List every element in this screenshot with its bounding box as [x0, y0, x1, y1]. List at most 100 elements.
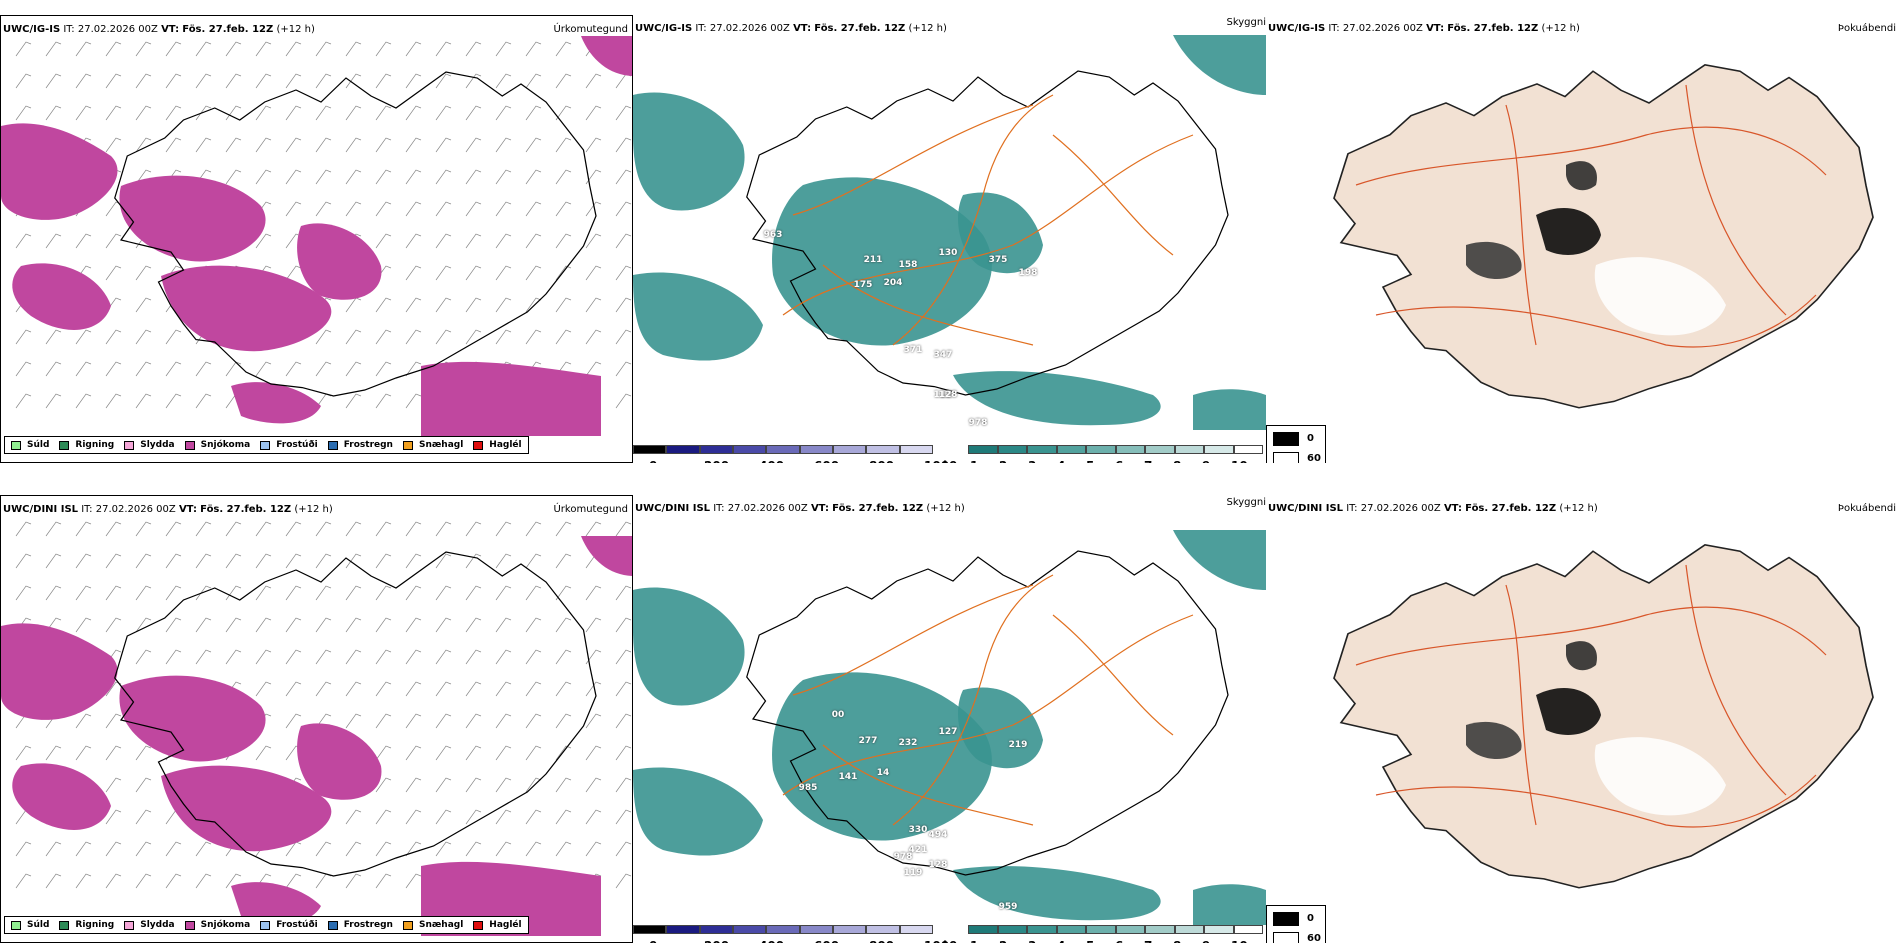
wind-barb [525, 41, 542, 57]
colorbar-segment [866, 445, 900, 454]
wind-barb [555, 841, 572, 857]
colorbar-tick: 10 [1231, 459, 1248, 463]
visibility-colorbar: km 1 2 3 4 5 6 7 8 9 10 [943, 445, 1266, 463]
precip-panel-row2: UWC/DINI ISL IT: 27.02.2026 00Z VT: Fös.… [0, 495, 633, 943]
precipitation-map [1, 36, 632, 436]
legend-swatch [124, 440, 135, 450]
wind-barb [615, 585, 632, 601]
snowfall-area [581, 36, 632, 76]
wind-barb [165, 841, 182, 857]
wind-barb [495, 105, 512, 121]
wind-barb [195, 361, 212, 377]
wind-barb [555, 329, 572, 345]
colorbar-unit: km [943, 939, 963, 943]
colorbar-tick: 1 [970, 459, 978, 463]
wind-barb [375, 73, 392, 89]
colorbar-segment [899, 445, 933, 454]
wind-barb [585, 297, 602, 313]
wind-barb [285, 265, 302, 281]
legend-item: Rigning [59, 920, 114, 930]
wind-barb [195, 649, 212, 665]
wind-barb [585, 233, 602, 249]
wind-barb [615, 297, 632, 313]
wind-barb [345, 393, 362, 409]
legend-swatch [327, 440, 338, 450]
visibility-value-label: 141 [838, 772, 858, 782]
wind-barb [465, 713, 482, 729]
colorbar-tick: 3 [1028, 939, 1036, 943]
wind-barb [315, 73, 332, 89]
wind-barb [285, 361, 302, 377]
wind-barb [15, 361, 32, 377]
wind-barb [375, 297, 392, 313]
wind-barb [285, 553, 302, 569]
wind-barb [615, 233, 632, 249]
wind-barb [285, 73, 302, 89]
wind-barb [135, 649, 152, 665]
wind-barb [315, 105, 332, 121]
wind-barb [75, 585, 92, 601]
wind-barb [225, 105, 242, 121]
legend-item: Frostregn [327, 920, 393, 930]
road [1505, 584, 1537, 826]
panel-title: Úrkomutegund [553, 24, 628, 35]
legend-swatch [11, 920, 21, 930]
colorbar-segment [1056, 925, 1086, 934]
colorbar-tick: 600 [814, 939, 839, 943]
wind-barb [315, 41, 332, 57]
wind-barb [435, 681, 452, 697]
wind-barb [195, 137, 212, 153]
visibility-value-label: 277 [858, 736, 878, 746]
wind-barb [405, 777, 422, 793]
legend-swatch [260, 920, 271, 930]
wind-barb [615, 137, 632, 153]
colorbar-tick: 2 [999, 939, 1007, 943]
legend-label: Frostúði [276, 440, 318, 450]
wind-barb [615, 265, 632, 281]
wind-barb [315, 137, 332, 153]
wind-barb [135, 585, 152, 601]
wind-barb [105, 393, 122, 409]
wind-barb [585, 137, 602, 153]
wind-barb [285, 521, 302, 537]
legend-label: Snjókoma [200, 920, 251, 930]
iceland-coastline [114, 71, 597, 397]
road [792, 104, 1034, 216]
wind-barb [345, 553, 362, 569]
fog-index-shading [1466, 641, 1726, 816]
wind-barb [435, 169, 452, 185]
colorbar-tick: 5 [1086, 459, 1094, 463]
wind-barb [555, 41, 572, 57]
wind-barb [585, 841, 602, 857]
fog-index-area [1536, 207, 1601, 255]
wind-barb [495, 73, 512, 89]
wind-barb [525, 521, 542, 537]
visibility-value-label: 14 [876, 768, 890, 778]
wind-barb [105, 617, 122, 633]
iceland-coastline [114, 551, 597, 877]
wind-barb [135, 841, 152, 857]
wind-barb [375, 777, 392, 793]
wind-barb [495, 617, 512, 633]
wind-barb [495, 649, 512, 665]
wind-barb [525, 777, 542, 793]
wind-barb [345, 73, 362, 89]
wind-barb [435, 297, 452, 313]
wind-barb [495, 265, 512, 281]
visibility-colorbar: km 1 2 3 4 5 6 7 8 9 10 [943, 925, 1266, 943]
fog-index-area [1594, 257, 1726, 336]
colorbar-segment [1233, 925, 1263, 934]
legend-swatch [260, 440, 271, 450]
snowfall-area [231, 382, 321, 424]
wind-barb [405, 41, 422, 57]
wind-barb [525, 265, 542, 281]
wind-barb [15, 585, 32, 601]
colorbar-tick: 400 [759, 459, 784, 463]
precip-type-legend: Súld Rigning Slydda Snjókoma Frostúði Frostre… [4, 916, 529, 934]
wind-barb [225, 137, 242, 153]
fog-legend-swatch [1273, 932, 1299, 943]
wind-barb [465, 585, 482, 601]
wind-barb [315, 713, 332, 729]
legend-label: Súld [27, 440, 50, 450]
colorbar-tick: 7 [1144, 939, 1152, 943]
